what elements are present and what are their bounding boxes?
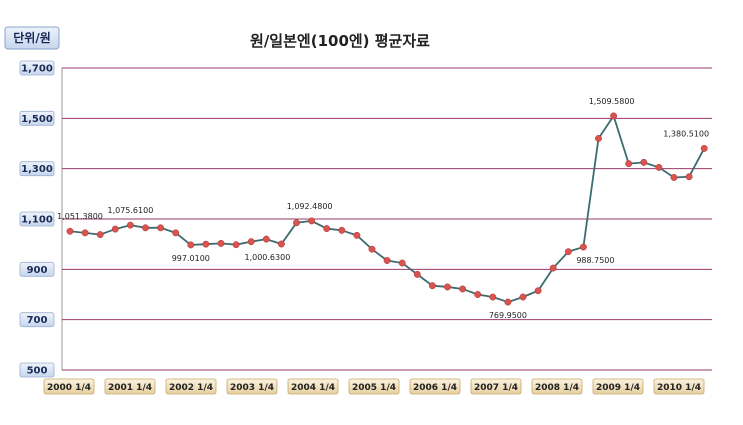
data-point [384, 257, 390, 263]
y-tick-label: 1,300 [21, 164, 53, 175]
y-tick-label: 1,100 [21, 215, 53, 226]
data-point [218, 240, 224, 246]
data-point [67, 228, 73, 234]
series-line [70, 116, 704, 302]
data-point [369, 246, 375, 252]
data-label: 997.0100 [172, 254, 210, 263]
data-point [142, 225, 148, 231]
data-point [686, 174, 692, 180]
data-label: 1,075.6100 [107, 206, 153, 215]
x-tick-label: 2005 1/4 [352, 383, 396, 393]
x-tick-label: 2001 1/4 [108, 383, 152, 393]
data-point [188, 242, 194, 248]
y-axis-ticks: 500 700 900 1,100 1,300 1,500 1,700 [20, 61, 54, 377]
data-point [82, 230, 88, 236]
x-tick-label: 2010 1/4 [657, 383, 701, 393]
data-point [324, 225, 330, 231]
data-point [595, 135, 601, 141]
data-label: 1,509.5800 [589, 97, 635, 106]
data-labels: 1,051.3800 1,075.6100 997.0100 1,000.6300 1,… [57, 97, 709, 320]
data-point [173, 230, 179, 236]
data-point [308, 218, 314, 224]
x-tick-label: 2007 1/4 [474, 383, 518, 393]
data-point [641, 159, 647, 165]
x-tick-label: 2006 1/4 [413, 383, 457, 393]
data-point [490, 294, 496, 300]
data-label: 1,000.6300 [244, 253, 290, 262]
data-point [565, 249, 571, 255]
data-point [399, 260, 405, 266]
data-point [157, 225, 163, 231]
data-point [505, 299, 511, 305]
data-point [263, 236, 269, 242]
y-tick-label: 1,700 [21, 64, 53, 75]
data-point [459, 286, 465, 292]
data-point [248, 238, 254, 244]
x-tick-label: 2003 1/4 [230, 383, 274, 393]
data-point [339, 227, 345, 233]
y-tick-label: 500 [27, 366, 48, 377]
data-point [580, 244, 586, 250]
data-point [520, 294, 526, 300]
data-point [112, 226, 118, 232]
data-point [535, 288, 541, 294]
y-tick-label: 1,500 [21, 114, 53, 125]
chart-title: 원/일본엔(100엔) 평균자료 [250, 32, 430, 50]
data-label: 1,380.5100 [663, 129, 709, 138]
data-point [233, 241, 239, 247]
x-tick-label: 2009 1/4 [596, 383, 640, 393]
data-point [429, 282, 435, 288]
data-label: 769.9500 [489, 311, 527, 320]
unit-label: 단위/원 [13, 30, 51, 45]
data-point [414, 271, 420, 277]
data-point [293, 220, 299, 226]
data-point [701, 145, 707, 151]
data-point [203, 241, 209, 247]
data-point [550, 265, 556, 271]
series-group [67, 113, 708, 306]
data-point [475, 291, 481, 297]
x-tick-label: 2008 1/4 [535, 383, 579, 393]
x-tick-label: 2002 1/4 [169, 383, 213, 393]
y-tick-label: 700 [27, 315, 48, 326]
x-axis-ticks: 2000 1/4 2001 1/4 2002 1/4 2003 1/4 2004 1/4… [44, 379, 704, 394]
data-label: 1,051.3800 [57, 212, 103, 221]
x-tick-label: 2000 1/4 [47, 383, 91, 393]
data-point [97, 231, 103, 237]
data-point [626, 160, 632, 166]
data-point [610, 113, 616, 119]
data-point [127, 222, 133, 228]
x-tick-label: 2004 1/4 [291, 383, 335, 393]
y-tick-label: 900 [27, 265, 48, 276]
data-point [656, 164, 662, 170]
data-point [444, 284, 450, 290]
data-point [278, 241, 284, 247]
data-point [671, 174, 677, 180]
data-point [354, 232, 360, 238]
data-label: 988.7500 [576, 256, 614, 265]
data-label: 1,092.4800 [287, 202, 333, 211]
